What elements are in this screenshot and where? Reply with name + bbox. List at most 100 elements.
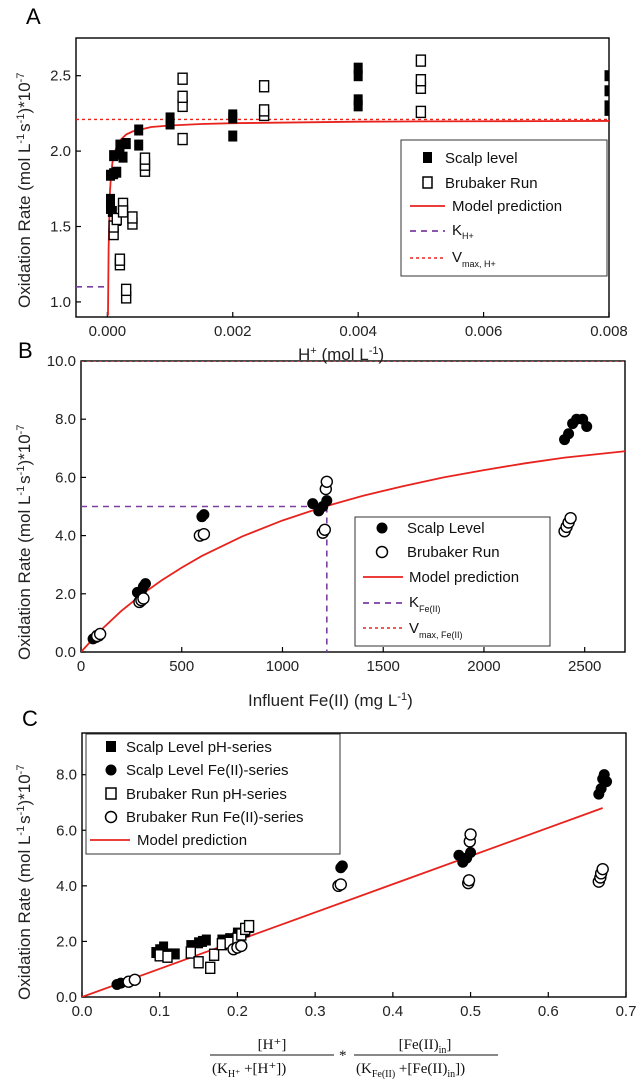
plot-frame <box>75 37 610 318</box>
x-tick-label: 0.7 <box>616 1003 636 1020</box>
data-point-open-circle <box>93 627 107 641</box>
x-tick-label: 0.3 <box>305 1003 326 1020</box>
data-point-open-square <box>139 152 151 165</box>
panel-c-chart: 0.0 0.1 0.2 0.3 0.4 0.5 0.6 0.7 0.0 2.0 4.0 6.0 8.0 <box>56 732 636 1020</box>
panel-b-ylabel: Oxidation Rate (mol L-1s-1)*10-7 <box>15 425 34 660</box>
y-tick-label: 2.0 <box>50 143 71 160</box>
panel-c-legend-box <box>85 733 341 855</box>
y-tick-label: 0.0 <box>56 989 77 1006</box>
panel-a-letter: A <box>26 4 41 29</box>
data-point-filled-square <box>228 130 238 142</box>
y-tick-label: 0.0 <box>55 644 76 661</box>
data-point-filled-circle <box>563 428 575 440</box>
legend-c-item-5: Model prediction <box>137 832 247 849</box>
model-prediction-line <box>82 807 603 997</box>
data-point-open-square <box>162 950 173 963</box>
y-tick-label: 6.0 <box>55 469 76 486</box>
legend-c-item-4: Brubaker Run Fe(II)-series <box>126 809 304 826</box>
legend-b-item-4: KFe(II) <box>409 594 441 614</box>
frac1-numerator: [H⁺] <box>258 1037 287 1053</box>
y-tick-label: 10.0 <box>47 353 76 370</box>
data-point-filled-square <box>105 193 115 205</box>
data-point-open-square <box>193 956 204 969</box>
x-tick-label: 0.0 <box>72 1003 93 1020</box>
legend-a-item-1: Scalp level <box>445 150 518 167</box>
panel-a-chart: 0.000 0.002 0.004 0.006 0.008 1.0 1.5 2.0 2.5 <box>50 37 628 340</box>
data-point-filled-circle <box>139 578 151 590</box>
frac-multiply: * <box>339 1048 347 1064</box>
data-point-open-circle <box>320 475 334 488</box>
legend-b-item-1: Scalp Level <box>407 520 485 537</box>
data-point-open-square <box>177 72 188 85</box>
data-point-filled-square <box>604 70 609 82</box>
frac1-denominator: (KH⁺ +[H⁺]) <box>212 1061 286 1079</box>
data-point-filled-square <box>107 205 117 217</box>
data-point-filled-circle <box>336 860 348 872</box>
legend-scalp-square-icon <box>423 152 432 163</box>
data-point-open-square <box>415 105 427 119</box>
data-point-filled-square <box>134 139 144 151</box>
x-tick-label: 2000 <box>467 658 500 675</box>
data-point-open-square <box>185 946 197 959</box>
data-point-filled-square <box>228 109 238 121</box>
y-tick-label: 6.0 <box>56 822 77 839</box>
x-tick-label: 0.006 <box>465 323 503 340</box>
panel-a-ylabel: Oxidation Rate (mol L-1s-1)*10-7 <box>15 73 34 308</box>
data-point-filled-square <box>353 94 363 106</box>
legend-a-item-3: Model prediction <box>452 198 562 215</box>
data-point-open-square <box>117 205 129 218</box>
data-point-open-square <box>177 90 188 104</box>
legend-c-item-3: Brubaker Run pH-series <box>126 786 287 803</box>
panel-c-ylabel: Oxidation Rate (mol L-1s-1)*10-7 <box>15 765 34 1000</box>
legend-c-item-2: Scalp Level Fe(II)-series <box>126 762 289 779</box>
data-point-filled-square <box>159 941 169 953</box>
x-tick-label: 0.004 <box>339 323 377 340</box>
data-point-open-square <box>415 54 427 67</box>
legend-a-item-2: Brubaker Run <box>445 175 538 192</box>
data-point-open-square <box>415 74 427 87</box>
legend-b-item-5: Vmax, Fe(II) <box>409 620 463 640</box>
data-point-filled-square <box>201 934 211 946</box>
x-tick-label: 0.2 <box>227 1003 248 1020</box>
data-point-open-square <box>120 283 132 297</box>
legend-scalp-circle-icon <box>376 522 388 534</box>
data-point-filled-square <box>121 138 131 150</box>
y-tick-label: 4.0 <box>55 528 76 545</box>
data-point-open-square <box>111 212 122 226</box>
data-point-open-circle <box>235 939 248 953</box>
panel-b-chart: 0 500 1000 1500 2000 2500 0.0 2.0 4.0 6.0 8.0 10.0 <box>47 353 626 675</box>
data-point-open-square <box>208 948 220 961</box>
panel-c-xlabel: [H⁺] (KH⁺ +[H⁺]) * [Fe(II)in] (KFe(II) +… <box>210 1037 498 1079</box>
plot-frame <box>81 732 627 998</box>
x-tick-label: 0.000 <box>89 323 127 340</box>
panel-b-legend: Scalp Level Brubaker Run Model predictio… <box>354 516 551 647</box>
legend-brubaker-square-icon <box>422 176 433 189</box>
data-point-open-circle <box>318 523 331 536</box>
data-point-open-circle <box>137 592 150 605</box>
data-point-filled-square <box>165 118 175 130</box>
data-point-open-square <box>258 104 270 117</box>
panel-b-legend-box <box>354 516 551 647</box>
legend-scalp-circle-icon <box>105 764 117 776</box>
panel-a-legend-box <box>400 139 608 277</box>
x-tick-label: 1000 <box>266 658 299 675</box>
legend-brubaker-square-icon <box>105 787 117 800</box>
frac2-denominator: (KFe(II) +[Fe(II)in]) <box>356 1061 465 1079</box>
panel-b-xlabel: Influent Fe(II) (mg L-1) <box>248 691 413 710</box>
data-point-filled-square <box>353 62 363 74</box>
data-point-open-circle <box>197 527 211 541</box>
legend-b-item-2: Brubaker Run <box>407 544 500 561</box>
frac2-numerator: [Fe(II)in] <box>399 1037 452 1056</box>
panel-b-letter: B <box>18 338 33 363</box>
data-point-filled-square <box>604 85 609 97</box>
legend-b-item-3: Model prediction <box>409 569 519 586</box>
plot-area <box>81 361 625 652</box>
legend-a-item-4: KH+ <box>452 222 474 241</box>
legend-c-item-1: Scalp Level pH-series <box>126 739 272 756</box>
y-tick-label: 8.0 <box>55 411 76 428</box>
data-point-filled-square <box>118 151 128 163</box>
x-tick-label: 0.5 <box>460 1003 481 1020</box>
data-point-filled-circle <box>321 495 333 507</box>
data-point-filled-square <box>134 124 144 136</box>
data-point-open-circle <box>464 828 477 841</box>
